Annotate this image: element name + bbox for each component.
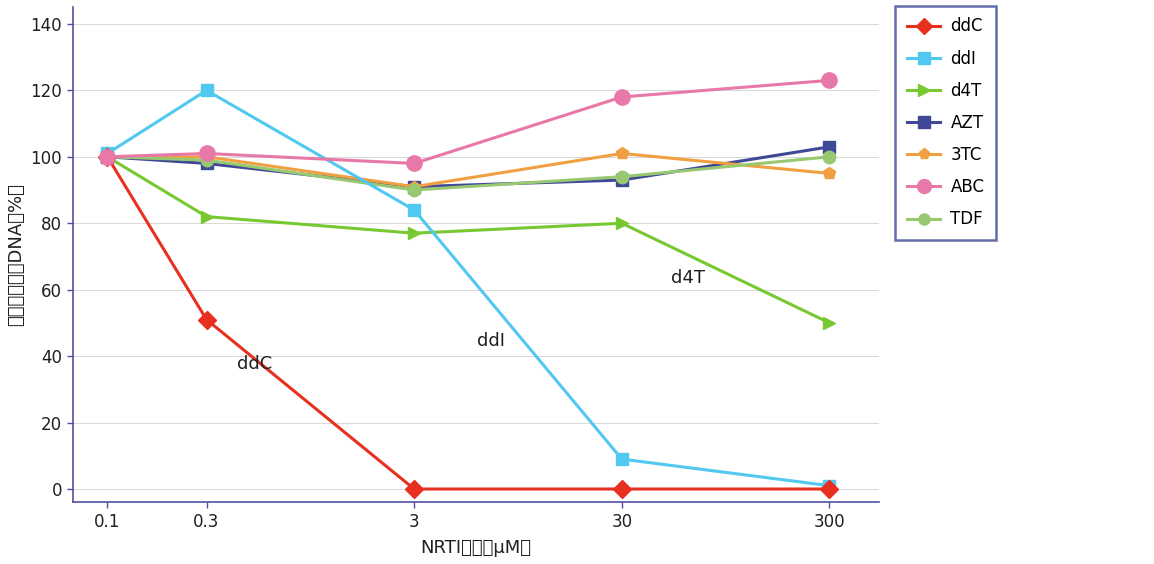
d4T — [823, 320, 837, 327]
d4T — [615, 220, 629, 227]
AZT — [200, 160, 213, 167]
AZT — [615, 177, 629, 183]
TDF — [615, 173, 629, 180]
Line: ABC: ABC — [99, 73, 837, 171]
ddI — [200, 87, 213, 94]
3TC — [100, 153, 114, 160]
Line: ddI: ddI — [102, 84, 835, 492]
Text: ddI: ddI — [477, 332, 504, 350]
Text: ddC: ddC — [237, 355, 272, 373]
ABC — [100, 153, 114, 160]
Y-axis label: ミトコンドリDNA（%）: ミトコンドリDNA（%） — [7, 183, 25, 326]
Line: AZT: AZT — [102, 140, 835, 193]
Text: d4T: d4T — [672, 269, 705, 287]
TDF — [407, 187, 421, 193]
ddC — [200, 316, 213, 323]
TDF — [823, 153, 837, 160]
ddC — [615, 486, 629, 492]
ddC — [100, 153, 114, 160]
ABC — [615, 94, 629, 100]
AZT — [823, 143, 837, 150]
TDF — [100, 153, 114, 160]
TDF — [200, 157, 213, 164]
ddI — [615, 456, 629, 462]
Line: 3TC: 3TC — [102, 147, 835, 193]
Legend: ddC, ddI, d4T, AZT, 3TC, ABC, TDF: ddC, ddI, d4T, AZT, 3TC, ABC, TDF — [896, 6, 996, 240]
3TC — [407, 183, 421, 190]
3TC — [615, 150, 629, 157]
Line: d4T: d4T — [102, 151, 835, 329]
3TC — [200, 153, 213, 160]
ABC — [823, 77, 837, 84]
d4T — [407, 230, 421, 236]
ABC — [200, 150, 213, 157]
ddI — [100, 150, 114, 157]
3TC — [823, 170, 837, 177]
AZT — [100, 153, 114, 160]
d4T — [100, 153, 114, 160]
ddC — [823, 486, 837, 492]
ddI — [823, 482, 837, 489]
AZT — [407, 183, 421, 190]
d4T — [200, 213, 213, 220]
ddC — [407, 486, 421, 492]
Line: TDF: TDF — [102, 151, 835, 196]
X-axis label: NRTI濃度（μM）: NRTI濃度（μM） — [420, 539, 531, 557]
Line: ddC: ddC — [102, 151, 835, 495]
ddI — [407, 206, 421, 213]
ABC — [407, 160, 421, 167]
